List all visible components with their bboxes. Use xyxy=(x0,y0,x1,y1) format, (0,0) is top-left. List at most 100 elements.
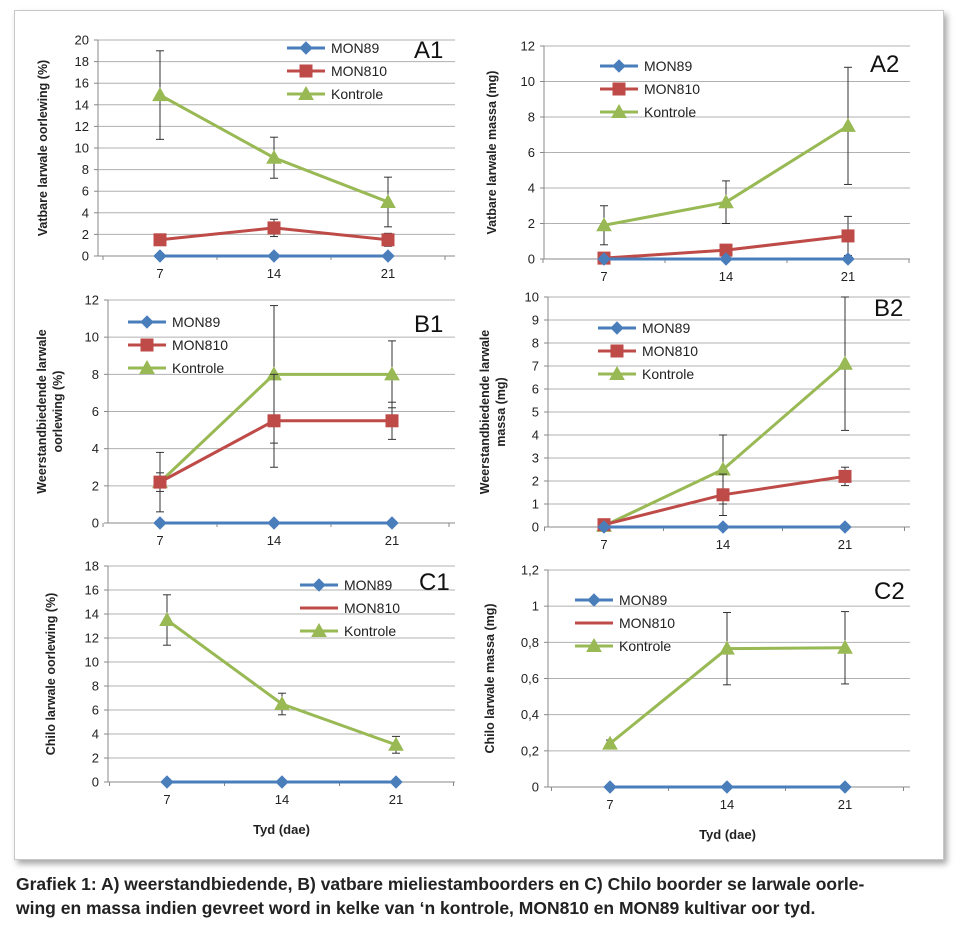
caption-line-1: Grafiek 1: A) weerstandbiedende, B) vatb… xyxy=(16,874,865,894)
legend-marker xyxy=(609,365,625,380)
y-tick-label: 4 xyxy=(82,205,89,220)
x-tick-label: 21 xyxy=(389,792,403,807)
data-point xyxy=(267,249,281,263)
data-point xyxy=(385,414,399,428)
x-tick-label: 7 xyxy=(163,792,170,807)
y-tick-label: 14 xyxy=(75,97,89,112)
y-axis-label: Chilo larwale massa (mg) xyxy=(483,603,497,753)
y-tick-label: 6 xyxy=(82,184,89,199)
y-tick-label: 12 xyxy=(85,293,99,308)
data-point xyxy=(838,780,852,794)
y-tick-label: 0 xyxy=(532,780,539,795)
x-tick-label: 21 xyxy=(385,533,399,548)
y-axis-label: Weerstandbiedende larwale xyxy=(35,329,49,493)
data-point xyxy=(267,414,281,428)
y-tick-label: 12 xyxy=(75,119,89,134)
data-point xyxy=(838,469,852,483)
series-kontrole xyxy=(596,66,856,246)
series-kontrole xyxy=(159,594,404,754)
data-point xyxy=(274,695,290,710)
data-point xyxy=(385,516,399,530)
data-point xyxy=(153,516,167,530)
y-tick-label: 10 xyxy=(75,141,89,156)
data-point xyxy=(153,249,167,263)
data-point xyxy=(597,520,611,534)
y-tick-label: 1,2 xyxy=(521,563,539,578)
y-tick-label: 16 xyxy=(85,583,99,598)
y-tick-label: 8 xyxy=(92,367,99,382)
y-axis-label: Chilo larwale oorlewing (%) xyxy=(44,593,58,756)
y-tick-label: 0 xyxy=(92,775,99,790)
data-point xyxy=(275,775,289,789)
series-kontrole xyxy=(152,50,396,228)
data-point xyxy=(841,252,855,266)
y-tick-label: 2 xyxy=(528,216,535,231)
data-point xyxy=(838,520,852,534)
y-tick-label: 6 xyxy=(92,404,99,419)
panel-label: B1 xyxy=(414,311,443,338)
data-point xyxy=(716,520,730,534)
chart-b1: 0 2 4 6 8 10 12 7 14 21 Weerstandbiedende larwale o… xyxy=(35,293,455,548)
legend-label: MON89 xyxy=(644,58,692,74)
data-point xyxy=(603,780,617,794)
panel-label: B2 xyxy=(874,295,903,322)
y-axis-label: Weerstandbiedende larwale xyxy=(478,330,492,494)
legend-label: Kontrole xyxy=(172,360,224,376)
x-tick-label: 14 xyxy=(720,797,734,812)
legend: MON89 MON810 Kontrole xyxy=(575,592,675,654)
data-point xyxy=(720,780,734,794)
legend-marker xyxy=(610,321,624,335)
data-point xyxy=(719,252,733,266)
figure-caption: Grafiek 1: A) weerstandbiedende, B) vatb… xyxy=(16,872,946,920)
data-point xyxy=(389,775,403,789)
y-tick-label: 6 xyxy=(528,145,535,160)
data-point xyxy=(597,252,611,266)
x-tick-label: 7 xyxy=(156,533,163,548)
legend-label: MON89 xyxy=(619,592,667,608)
x-tick-label: 14 xyxy=(716,537,730,552)
data-point xyxy=(152,87,168,102)
series-mon810 xyxy=(597,466,852,532)
y-tick-label: 10 xyxy=(525,290,539,305)
x-tick-label: 21 xyxy=(838,797,852,812)
y-tick-label: 4 xyxy=(528,181,535,196)
data-point xyxy=(381,233,395,247)
legend-label: Kontrole xyxy=(619,638,671,654)
legend: MON89 MON810 Kontrole xyxy=(600,58,700,120)
data-point xyxy=(718,194,734,209)
y-tick-label: 8 xyxy=(92,679,99,694)
legend-marker xyxy=(612,82,626,96)
legend-marker xyxy=(299,41,313,55)
y-tick-label: 12 xyxy=(521,39,535,54)
y-tick-label: 10 xyxy=(521,74,535,89)
legend-label: MON810 xyxy=(344,600,400,616)
panel-label: C2 xyxy=(874,578,905,605)
legend-marker xyxy=(587,593,601,607)
data-point xyxy=(841,229,855,243)
panel-label: A1 xyxy=(414,37,443,64)
legend-label: Kontrole xyxy=(344,623,396,639)
y-tick-label: 14 xyxy=(85,607,99,622)
series-mon89 xyxy=(153,249,395,263)
x-tick-label: 7 xyxy=(606,797,613,812)
legend-marker xyxy=(299,64,313,78)
legend-marker xyxy=(586,637,602,652)
series-mon89 xyxy=(153,516,399,530)
chart-c1: 0 2 4 6 8 10 12 14 16 18 7 14 21 Chilo larwale oorlew… xyxy=(44,559,455,837)
data-point xyxy=(160,775,174,789)
series-kontrole xyxy=(602,611,853,750)
y-tick-label: 7 xyxy=(532,359,539,374)
series-mon89 xyxy=(597,520,852,534)
series-mon89 xyxy=(597,252,855,266)
data-point xyxy=(719,640,735,655)
data-point xyxy=(381,249,395,263)
panel-label: A2 xyxy=(870,51,899,78)
y-tick-label: 0 xyxy=(92,516,99,531)
chart-a1: 0 2 4 6 8 10 12 14 16 18 20 7 14 21 Vatbare larwale oo… xyxy=(36,33,455,281)
series-mon89 xyxy=(160,775,403,789)
legend-label: MON89 xyxy=(344,577,392,593)
y-tick-label: 9 xyxy=(532,313,539,328)
data-point xyxy=(716,488,730,502)
legend: MON89 MON810 Kontrole xyxy=(128,314,228,376)
